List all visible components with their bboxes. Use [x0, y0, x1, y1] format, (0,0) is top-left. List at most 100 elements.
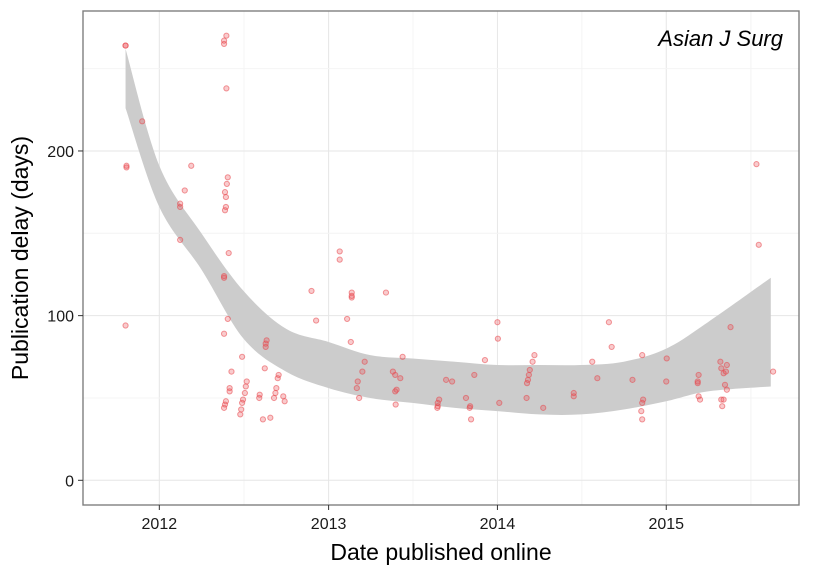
data-point: [123, 164, 130, 171]
data-point: [122, 42, 129, 49]
data-point: [523, 394, 530, 402]
data-point: [523, 380, 531, 387]
confidence-band: [125, 48, 771, 415]
data-point: [224, 315, 231, 323]
data-point: [727, 324, 734, 331]
data-point: [663, 355, 670, 362]
data-point: [273, 384, 280, 392]
data-point: [481, 356, 489, 364]
data-point: [238, 406, 245, 413]
data-point: [608, 343, 615, 351]
data-point: [718, 365, 725, 372]
data-point: [526, 366, 533, 374]
data-point: [243, 378, 250, 385]
data-point: [392, 388, 399, 395]
data-point: [525, 371, 532, 379]
data-point: [494, 335, 501, 342]
data-point: [281, 398, 288, 405]
data-point: [177, 236, 184, 243]
data-point: [719, 403, 726, 410]
data-point: [280, 393, 287, 400]
data-point: [242, 383, 249, 390]
data-point: [638, 408, 645, 415]
data-point: [694, 380, 701, 387]
data-point: [139, 118, 146, 125]
data-point: [221, 189, 229, 196]
data-point: [226, 388, 233, 395]
data-point: [177, 203, 184, 211]
data-point: [336, 248, 343, 255]
data-point: [274, 375, 281, 382]
data-point: [347, 338, 354, 346]
data-point: [308, 287, 315, 295]
data-point: [270, 394, 278, 402]
data-point: [228, 368, 235, 375]
data-point: [695, 393, 702, 400]
panel-annotation: Asian J Surg: [656, 26, 783, 51]
data-point: [261, 365, 268, 372]
data-point: [399, 353, 406, 360]
data-point: [392, 371, 399, 379]
data-point: [220, 404, 228, 411]
x-tick-label: 2012: [142, 516, 178, 533]
panel-border: [82, 10, 800, 506]
data-point: [471, 371, 478, 379]
data-point: [220, 330, 228, 337]
data-point: [494, 319, 501, 326]
data-point: [241, 389, 248, 397]
data-point: [529, 358, 536, 365]
data-point: [392, 401, 399, 408]
data-point: [462, 394, 470, 402]
data-point: [695, 371, 702, 379]
data-point: [594, 375, 601, 382]
data-point: [466, 404, 473, 411]
y-axis-title: Publication delay (days): [7, 136, 33, 380]
data-point: [225, 249, 232, 257]
data-point: [436, 396, 443, 403]
data-point: [359, 368, 366, 375]
data-point: [256, 394, 263, 402]
data-point: [188, 162, 195, 169]
data-point: [723, 361, 730, 369]
data-point: [717, 358, 724, 365]
data-point: [336, 256, 343, 263]
data-point: [639, 416, 646, 423]
data-point: [570, 393, 577, 400]
data-point: [397, 375, 404, 382]
data-point: [239, 399, 246, 407]
data-point: [721, 381, 729, 388]
data-point: [237, 411, 244, 418]
data-point: [722, 368, 730, 375]
data-point: [755, 241, 762, 248]
data-point: [122, 322, 129, 329]
data-point: [496, 399, 503, 407]
data-point: [639, 352, 646, 359]
data-point: [220, 274, 228, 281]
data-point: [259, 416, 267, 423]
data-point: [220, 40, 228, 48]
data-point: [354, 378, 361, 385]
data-point: [442, 376, 450, 383]
data-point: [449, 378, 456, 385]
data-point: [531, 352, 538, 359]
data-point: [344, 315, 351, 323]
data-point: [223, 180, 230, 187]
data-point: [696, 396, 704, 403]
data-point: [753, 161, 760, 168]
grid-lines: [83, 11, 799, 505]
x-axis-ticks: 2012 2013 2014 2015: [142, 505, 684, 533]
data-point: [262, 343, 269, 351]
data-point: [361, 358, 368, 365]
x-tick-label: 2013: [311, 516, 347, 533]
y-tick-label: 0: [65, 473, 74, 490]
smooth-confidence-band: [125, 48, 771, 415]
data-point: [639, 399, 646, 407]
data-point: [382, 289, 390, 296]
data-point: [181, 187, 188, 194]
data-point: [224, 174, 231, 181]
data-point: [356, 394, 363, 402]
data-point: [723, 386, 730, 393]
data-point: [272, 389, 279, 397]
